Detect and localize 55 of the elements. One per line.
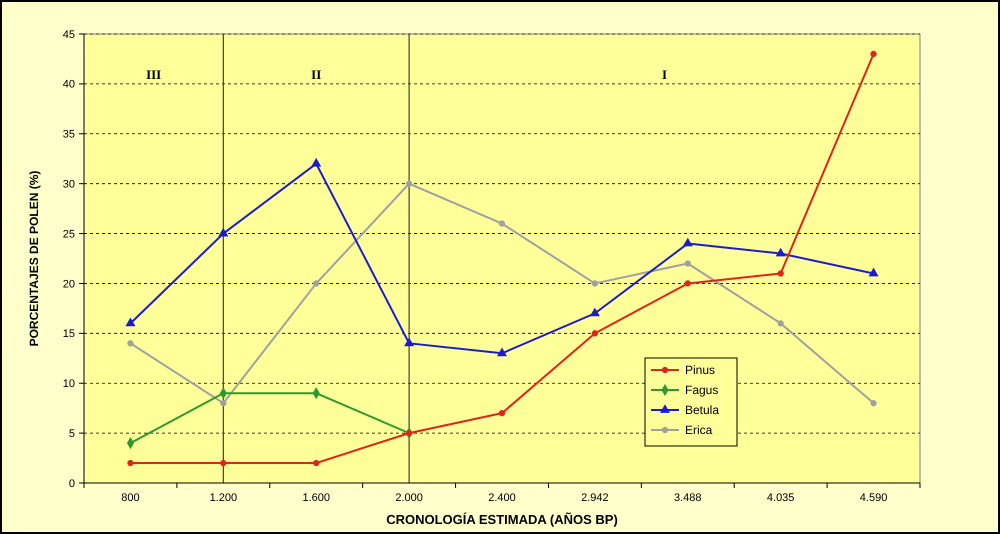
x-tick-label: 2.000 (395, 492, 423, 504)
point (218, 228, 228, 236)
point (868, 268, 878, 276)
point (127, 340, 134, 346)
point (313, 280, 320, 287)
y-tick-label: 45 (62, 28, 75, 41)
y-tick-label: 40 (62, 78, 75, 91)
x-tick-label: 2.400 (488, 492, 516, 504)
annotation: III (146, 66, 162, 82)
legend-label: Fagus (685, 383, 718, 398)
point (683, 238, 692, 246)
point (498, 220, 506, 227)
point (684, 260, 691, 267)
point (684, 280, 691, 287)
y-tick-label: 10 (62, 378, 75, 390)
point (778, 270, 784, 277)
point (220, 460, 226, 466)
point (498, 410, 506, 416)
point (590, 308, 600, 316)
x-tick-label: 1.200 (210, 492, 238, 504)
y-tick-label: 20 (62, 278, 75, 290)
point (404, 338, 414, 346)
x-tick-label: 3.488 (674, 492, 702, 504)
x-tick-label: 4.035 (766, 492, 794, 504)
point (592, 280, 598, 287)
point (126, 318, 136, 326)
legend-label: Betula (685, 403, 720, 418)
point (312, 158, 321, 167)
point (313, 460, 320, 466)
x-tick-label: 1.600 (302, 492, 330, 504)
y-axis-title: PORCENTAJES DE POLEN (%) (27, 170, 41, 346)
point (220, 400, 226, 406)
x-tick-label: 800 (121, 492, 140, 504)
point (870, 400, 877, 406)
y-tick-label: 15 (62, 328, 75, 340)
point (127, 460, 134, 466)
point (406, 180, 412, 187)
legend-label: Pinus (685, 363, 716, 378)
legend-label: Erica (685, 423, 713, 438)
x-tick-label: 4.590 (860, 492, 888, 504)
point (497, 348, 507, 356)
point (406, 430, 412, 436)
annotation: I (662, 66, 668, 82)
point (776, 248, 786, 256)
y-tick-label: 30 (62, 178, 75, 191)
point (778, 320, 784, 326)
y-tick-label: 5 (68, 428, 75, 440)
y-tick-label: 0 (68, 478, 75, 490)
point (592, 330, 598, 336)
x-axis-title: CRONOLOGÍA ESTIMADA (AÑOS BP) (386, 512, 618, 527)
y-tick-label: 25 (62, 228, 75, 240)
y-tick-label: 35 (62, 128, 75, 141)
annotation: II (311, 66, 322, 82)
point (870, 50, 877, 58)
x-tick-label: 2.942 (581, 492, 609, 504)
